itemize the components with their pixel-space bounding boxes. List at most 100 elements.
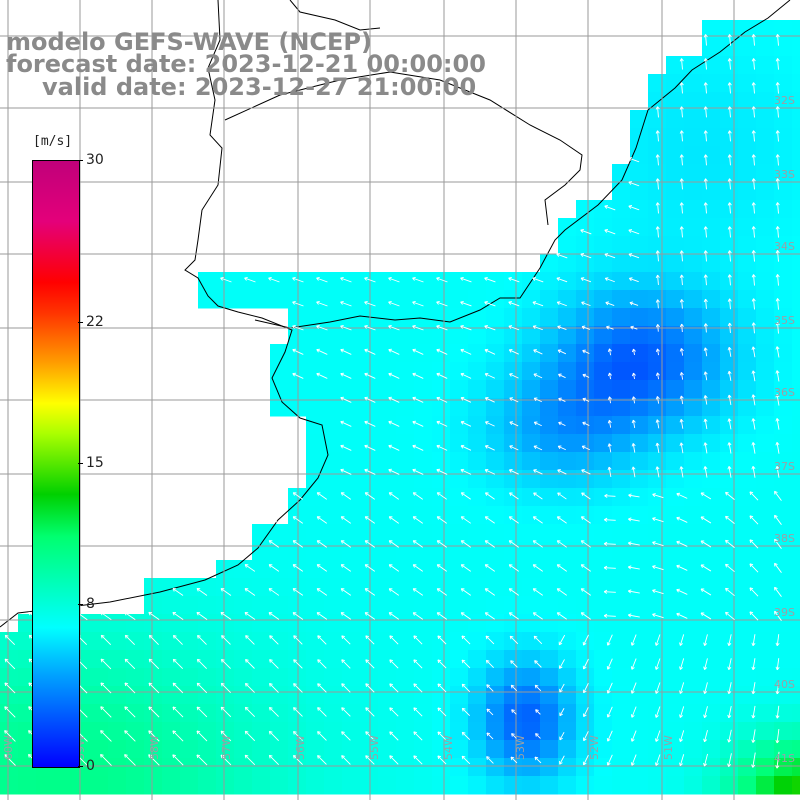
wind-arrow — [388, 564, 400, 572]
wind-cell — [270, 758, 289, 777]
wind-cell — [594, 614, 613, 633]
wind-arrow — [388, 420, 400, 427]
wind-cell — [162, 722, 181, 741]
wind-cell — [468, 434, 487, 453]
wind-cell — [486, 524, 505, 543]
wind-arrow — [365, 731, 375, 741]
wind-cell — [684, 128, 703, 147]
wind-arrow — [604, 205, 616, 211]
wind-arrow — [751, 682, 756, 695]
wind-arrow — [775, 751, 780, 769]
wind-cell — [774, 164, 793, 183]
wind-cell — [738, 362, 757, 381]
wind-arrow — [751, 130, 756, 142]
wind-cell — [486, 542, 505, 561]
wind-arrow — [679, 58, 684, 70]
wind-cell — [270, 362, 289, 381]
wind-cell — [234, 776, 253, 795]
wind-cell — [576, 506, 595, 525]
wind-cell — [396, 722, 415, 741]
wind-arrow — [607, 372, 612, 380]
wind-cell — [792, 650, 800, 669]
wind-cell — [162, 596, 181, 615]
wind-cell — [684, 398, 703, 417]
wind-arrow — [460, 372, 472, 379]
wind-cell — [540, 632, 559, 651]
wind-cell — [198, 722, 217, 741]
wind-cell — [666, 398, 685, 417]
wind-arrow — [679, 730, 685, 742]
wind-cell — [360, 488, 379, 507]
wind-cell — [342, 362, 361, 381]
wind-cell — [468, 344, 487, 363]
wind-cell — [378, 614, 397, 633]
wind-cell — [540, 434, 559, 453]
wind-arrow — [627, 613, 640, 618]
wind-arrow — [100, 658, 112, 670]
wind-cell — [342, 614, 361, 633]
wind-arrow — [196, 754, 208, 766]
wind-cell — [558, 614, 577, 633]
wind-arrow — [508, 588, 520, 596]
wind-cell — [432, 632, 451, 651]
wind-arrow — [172, 634, 183, 645]
wind-arrow — [628, 253, 640, 259]
wind-cell — [648, 110, 667, 129]
wind-cell — [720, 110, 739, 129]
wind-arrow — [412, 372, 424, 379]
wind-arrow — [751, 370, 756, 382]
wind-cell — [594, 290, 613, 309]
wind-cell — [558, 344, 577, 363]
wind-cell — [252, 668, 271, 687]
wind-cell — [216, 596, 235, 615]
wind-cell — [378, 416, 397, 435]
wind-arrow — [679, 634, 685, 646]
wind-arrow — [655, 274, 660, 286]
wind-arrow — [533, 492, 543, 500]
wind-cell — [342, 416, 361, 435]
wind-cell — [612, 272, 631, 291]
wind-arrow — [603, 589, 616, 594]
lat-label: 37S — [774, 460, 795, 473]
wind-arrow — [727, 418, 732, 430]
wind-cell — [594, 200, 613, 219]
wind-cell — [774, 506, 793, 525]
wind-cell — [774, 614, 793, 633]
wind-arrow — [727, 442, 732, 454]
wind-arrow — [317, 683, 327, 693]
wind-cell — [306, 290, 325, 309]
wind-cell — [702, 110, 721, 129]
wind-cell — [666, 218, 685, 237]
wind-cell — [324, 722, 343, 741]
wind-cell — [558, 686, 577, 705]
wind-cell — [0, 758, 19, 777]
wind-arrow — [484, 516, 495, 524]
wind-cell — [648, 578, 667, 597]
wind-cell — [216, 668, 235, 687]
wind-cell — [702, 524, 721, 543]
wind-arrow — [604, 277, 615, 283]
wind-cell — [792, 92, 800, 111]
wind-cell — [198, 758, 217, 777]
wind-arrow — [627, 541, 640, 546]
wind-cell — [252, 758, 271, 777]
wind-cell — [630, 254, 649, 273]
wind-cell — [504, 524, 523, 543]
wind-cell — [630, 506, 649, 525]
wind-cell — [630, 596, 649, 615]
wind-arrow — [751, 322, 756, 334]
wind-cell — [90, 668, 109, 687]
wind-cell — [684, 254, 703, 273]
wind-cell — [144, 614, 163, 633]
wind-cell — [468, 632, 487, 651]
wind-cell — [450, 416, 469, 435]
wind-cell — [720, 38, 739, 57]
wind-arrow — [292, 754, 303, 765]
wind-arrow — [703, 34, 708, 46]
wind-arrow — [727, 346, 732, 357]
wind-arrow — [511, 709, 517, 715]
wind-arrow — [580, 277, 592, 283]
wind-arrow — [412, 444, 424, 451]
wind-cell — [450, 614, 469, 633]
wind-arrow — [631, 419, 636, 429]
